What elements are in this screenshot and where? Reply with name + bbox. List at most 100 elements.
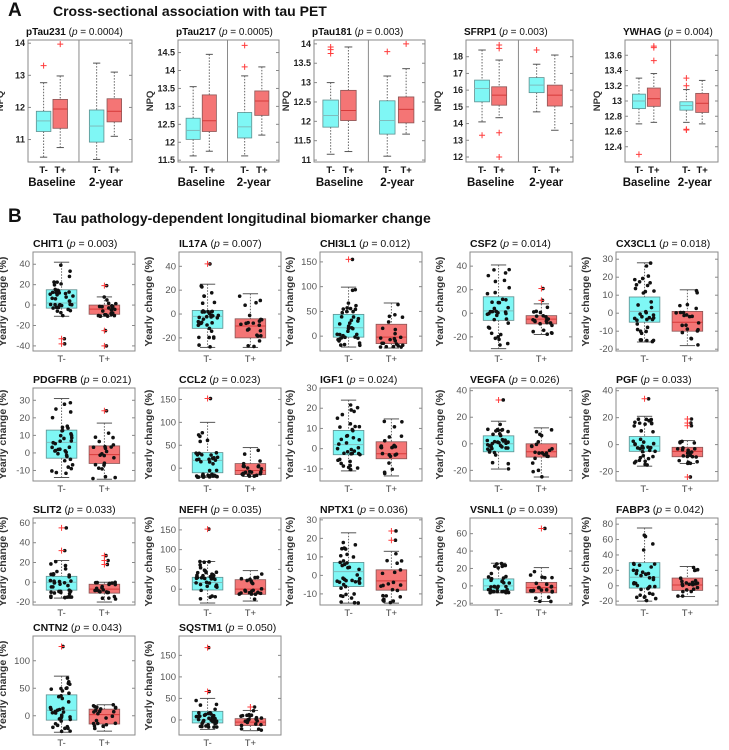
data-point: [680, 594, 685, 598]
plot-title: PGF (p = 0.033): [616, 374, 692, 386]
data-point: [344, 592, 348, 597]
data-point: [259, 333, 263, 338]
data-point: [107, 582, 111, 587]
outlier-marker: [538, 285, 545, 292]
iqr-box: [491, 86, 508, 106]
y-tick-label: 20: [456, 563, 467, 574]
box-tau-negative: [191, 526, 224, 604]
x-tick-label: T+: [648, 165, 660, 176]
data-point: [686, 448, 690, 453]
data-point: [199, 321, 203, 326]
data-point: [66, 680, 71, 684]
data-point: [536, 468, 541, 473]
iqr-box: [671, 311, 704, 332]
data-point: [694, 306, 698, 311]
box-tau-positive: [106, 71, 123, 137]
data-point: [503, 563, 508, 568]
data-point: [59, 263, 63, 267]
x-tick-label: T-: [57, 608, 65, 619]
data-point: [52, 280, 56, 284]
outlier-marker: [496, 129, 503, 136]
iqr-box: [379, 100, 396, 135]
data-point: [339, 586, 343, 590]
group-label: Baseline: [316, 177, 363, 189]
data-point: [648, 281, 652, 285]
data-point: [214, 468, 219, 473]
data-point: [647, 448, 652, 453]
y-tick-label: 0: [312, 444, 317, 455]
data-point: [96, 466, 101, 470]
data-point: [98, 453, 102, 457]
data-point: [252, 344, 256, 349]
data-point: [504, 317, 509, 321]
data-point: [209, 290, 214, 295]
data-point: [648, 445, 653, 450]
box-tau-positive: [234, 293, 267, 349]
outlier-marker: [58, 524, 65, 531]
p-value: 0.018: [681, 238, 707, 250]
data-point: [253, 592, 258, 596]
data-point: [529, 588, 533, 593]
x-tick-label: T+: [682, 484, 694, 495]
data-point: [207, 326, 212, 331]
data-point: [681, 589, 685, 594]
y-tick-label: 0: [171, 584, 176, 595]
y-tick-label: 0: [25, 300, 30, 311]
data-point: [635, 583, 640, 588]
data-point: [56, 447, 61, 452]
data-point: [103, 474, 108, 479]
data-point: [50, 469, 54, 473]
data-point: [64, 526, 69, 530]
y-axis-label: Yearly change (%): [143, 517, 155, 607]
data-point: [59, 310, 63, 315]
data-point: [393, 453, 398, 457]
data-point: [68, 457, 73, 462]
box-tau-positive: [340, 46, 357, 153]
outlier-marker: [684, 473, 691, 480]
x-tick-label: T-: [640, 608, 648, 619]
p-value: 0.026: [530, 374, 556, 386]
data-point: [495, 440, 500, 444]
box-tau-positive: [546, 54, 563, 131]
data-point: [506, 429, 510, 434]
y-tick-label: 150: [160, 650, 176, 661]
data-point: [68, 715, 72, 719]
box-tau-negative: [45, 524, 78, 600]
data-point: [647, 584, 652, 589]
outlier-marker: [204, 260, 211, 267]
data-point: [638, 455, 643, 460]
box-tau-negative: [45, 261, 78, 347]
y-tick-label: 20: [165, 285, 176, 296]
y-tick-label: 13.4: [604, 66, 622, 76]
data-point: [201, 317, 206, 321]
box-tau-positive: [525, 285, 558, 336]
data-point: [205, 584, 210, 589]
data-point: [63, 567, 68, 571]
outlier-marker: [495, 396, 502, 403]
data-point: [206, 711, 211, 716]
x-tick-label: T+: [55, 165, 67, 176]
x-tick-label: T+: [245, 354, 257, 365]
data-point: [546, 317, 551, 321]
y-tick-label: 0: [25, 448, 30, 459]
data-point: [258, 328, 263, 333]
x-tick-label: T-: [640, 484, 648, 495]
data-point: [392, 336, 397, 341]
data-point: [245, 713, 249, 718]
data-point: [100, 467, 104, 471]
data-point: [690, 454, 695, 459]
x-tick-label: T+: [245, 608, 257, 619]
data-point: [63, 448, 68, 453]
box-tau-positive: [201, 53, 217, 152]
data-point: [631, 568, 636, 573]
plot-title: CSF2 (p = 0.014): [470, 238, 551, 250]
data-point: [215, 315, 220, 320]
x-tick-label: T-: [240, 165, 248, 176]
data-point: [550, 323, 554, 328]
data-point: [544, 315, 548, 319]
outlier-marker: [57, 41, 64, 48]
data-point: [259, 728, 264, 732]
data-point: [199, 588, 203, 593]
data-point: [337, 457, 342, 462]
data-point: [641, 440, 646, 444]
